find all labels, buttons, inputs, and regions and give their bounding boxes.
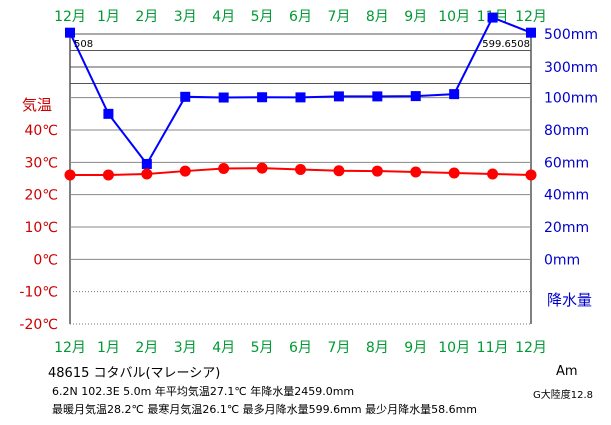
precip-point xyxy=(449,89,460,100)
precip-point xyxy=(372,91,383,102)
station-name: 48615 コタバル(マレーシア) xyxy=(48,366,221,381)
temp-tick-label: 0℃ xyxy=(33,252,58,268)
precip-point xyxy=(180,91,191,102)
month-label-top: 12月 xyxy=(515,9,547,25)
station-summary-1: 6.2N 102.3E 5.0m 年平均気温27.1℃ 年降水量2459.0mm xyxy=(52,385,355,398)
precip-line xyxy=(69,16,532,166)
temp-point xyxy=(141,168,153,180)
temp-point xyxy=(295,163,306,175)
temp-point xyxy=(448,167,460,179)
month-label-top: 4月 xyxy=(212,9,235,25)
precipitation-axis: 500mm 300mm 100mm 80mm 60mm 40mm 20mm 0mm 降水量 xyxy=(544,27,598,309)
precip-point xyxy=(333,91,344,102)
temp-tick-label: -10℃ xyxy=(19,285,58,301)
month-label-bottom: 2月 xyxy=(135,340,158,356)
month-label-top: 8月 xyxy=(366,9,389,25)
bottom-month-labels: 12月 1月 2月 3月 4月 5月 6月 7月 8月 9月 10月 11月 12月 xyxy=(54,340,547,356)
temperature-series xyxy=(64,162,537,181)
temp-point xyxy=(371,165,383,177)
month-label-top: 3月 xyxy=(174,9,197,25)
month-label-bottom: 9月 xyxy=(404,340,427,356)
precip-point xyxy=(410,91,421,102)
precip-point xyxy=(295,92,306,103)
precip-tick-label: 80mm xyxy=(544,123,589,139)
month-label-bottom: 12月 xyxy=(515,340,547,356)
temperature-axis: 気温 40℃ 30℃ 20℃ 10℃ 0℃ -10℃ -20℃ xyxy=(19,96,58,333)
precip-tick-label: 500mm xyxy=(544,27,598,43)
annotation-right: 599.6508 xyxy=(482,39,530,50)
temp-point xyxy=(218,162,230,174)
precip-tick-label: 0mm xyxy=(544,252,580,268)
precip-point xyxy=(218,92,229,103)
month-label-top: 9月 xyxy=(404,9,427,25)
month-label-bottom: 10月 xyxy=(438,340,470,356)
month-label-bottom: 4月 xyxy=(212,340,235,356)
temp-point xyxy=(487,168,499,180)
precip-point xyxy=(103,108,114,119)
temp-tick-label: 20℃ xyxy=(24,188,58,204)
continentality: G大陸度12.8 xyxy=(533,390,594,401)
temp-tick-label: -20℃ xyxy=(19,317,58,333)
month-label-bottom: 8月 xyxy=(366,340,389,356)
month-label-top: 2月 xyxy=(135,9,158,25)
temp-point xyxy=(333,165,345,177)
precip-point xyxy=(141,158,152,169)
temp-tick-label: 10℃ xyxy=(24,220,58,236)
month-label-top: 12月 xyxy=(54,9,86,25)
temp-point xyxy=(256,162,268,174)
month-label-bottom: 7月 xyxy=(327,340,350,356)
annotations: 508 599.6508 xyxy=(74,39,530,50)
annotation-left: 508 xyxy=(74,39,93,50)
precipitation-series xyxy=(65,12,536,169)
month-label-top: 7月 xyxy=(327,9,350,25)
month-label-bottom: 1月 xyxy=(97,340,120,356)
month-label-bottom: 6月 xyxy=(289,340,312,356)
precip-point xyxy=(487,12,498,23)
precip-tick-label: 300mm xyxy=(544,60,598,76)
month-label-bottom: 3月 xyxy=(174,340,197,356)
month-label-bottom: 12月 xyxy=(54,340,86,356)
temp-point xyxy=(179,165,191,177)
precip-axis-title: 降水量 xyxy=(547,291,592,309)
temp-tick-label: 40℃ xyxy=(24,123,58,139)
station-summary-2: 最暖月気温28.2℃ 最寒月気温26.1℃ 最多月降水量599.6mm 最少月降… xyxy=(52,403,478,416)
month-label-bottom: 11月 xyxy=(477,340,509,356)
month-label-top: 10月 xyxy=(438,9,470,25)
month-label-top: 5月 xyxy=(251,9,274,25)
precip-point xyxy=(257,92,268,103)
precip-tick-label: 60mm xyxy=(544,155,589,171)
precip-point xyxy=(65,27,75,38)
climate-code: Am xyxy=(556,364,578,379)
temp-point xyxy=(102,169,114,181)
precip-tick-label: 100mm xyxy=(544,91,598,107)
month-label-top: 6月 xyxy=(289,9,312,25)
temp-tick-label: 30℃ xyxy=(24,155,58,171)
temp-point xyxy=(410,166,422,178)
month-label-top: 1月 xyxy=(97,9,120,25)
precip-tick-label: 20mm xyxy=(544,220,589,236)
temp-point xyxy=(64,169,76,181)
temp-axis-title: 気温 xyxy=(22,96,52,114)
month-label-bottom: 5月 xyxy=(251,340,274,356)
temp-point xyxy=(525,169,537,181)
precip-tick-label: 40mm xyxy=(544,188,589,204)
precip-point xyxy=(526,27,536,38)
